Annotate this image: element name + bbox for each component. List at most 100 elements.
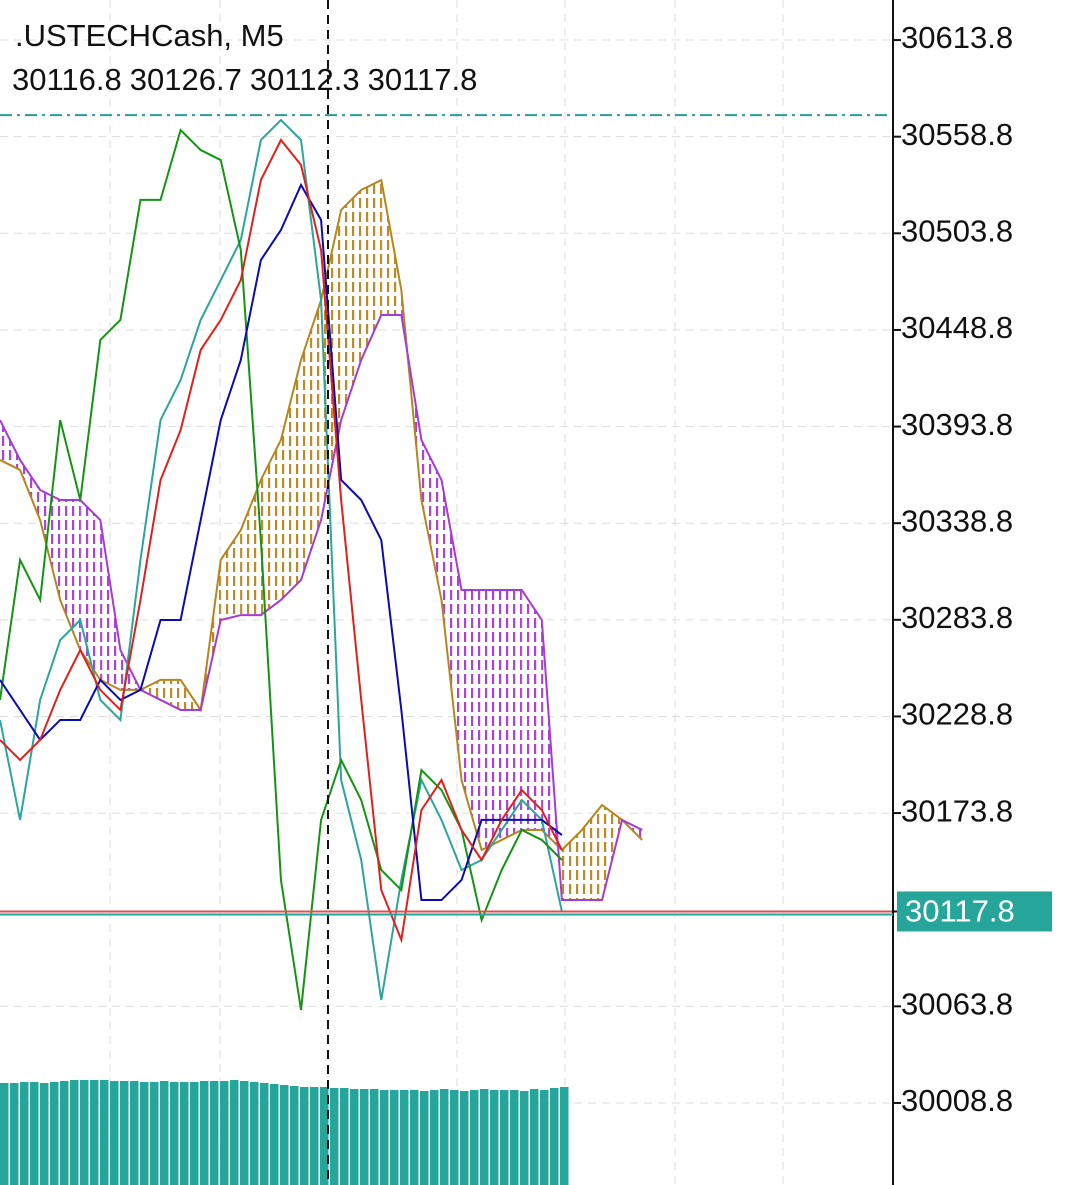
cloud-segment <box>60 500 81 651</box>
volume-bar <box>470 1090 479 1185</box>
cloud-segment <box>40 489 61 600</box>
cloud-segment <box>461 589 482 850</box>
volume-bar <box>120 1081 129 1185</box>
volume-bar <box>150 1082 159 1185</box>
cloud-segment <box>341 189 362 421</box>
cloud-segment <box>140 679 161 700</box>
volume-bar <box>450 1090 459 1185</box>
volume-bar <box>300 1087 309 1185</box>
volume-bar <box>460 1091 469 1185</box>
volume-bar <box>230 1080 239 1185</box>
volume-bar <box>130 1081 139 1185</box>
volume-bar <box>60 1081 69 1185</box>
volume-bar <box>360 1089 369 1185</box>
y-tick-label: 30173.8 <box>901 793 1013 828</box>
ohlc-value: 30116.8 <box>12 62 122 97</box>
cloud-segment <box>501 589 522 840</box>
volume-bar <box>520 1091 529 1185</box>
y-tick-label: 30063.8 <box>901 987 1013 1022</box>
volume-bar <box>90 1080 99 1185</box>
indicator-line <box>0 118 563 1001</box>
cloud-segment <box>421 439 442 600</box>
cloud-segment <box>260 439 281 616</box>
cloud-segment <box>441 479 462 781</box>
cloud-segment <box>381 180 402 316</box>
y-tick-label: 30613.8 <box>901 20 1013 55</box>
volume-bar <box>40 1083 49 1185</box>
volume-bar <box>10 1083 19 1185</box>
volume-bar <box>540 1090 549 1185</box>
volume-bar <box>70 1080 79 1185</box>
volume-bar <box>50 1082 59 1185</box>
volume-bar <box>170 1082 179 1185</box>
volume-bar <box>440 1089 449 1185</box>
volume-bar <box>390 1090 399 1185</box>
chart-title: .USTECHCash, M5 <box>15 18 284 53</box>
volume-bar <box>330 1088 339 1185</box>
y-tick-label: 30393.8 <box>901 407 1013 442</box>
volume-bar <box>410 1090 419 1185</box>
volume-bar <box>380 1090 389 1185</box>
volume-bar <box>180 1082 189 1185</box>
volume-bar <box>430 1090 439 1185</box>
last-price-label: 30117.8 <box>905 894 1015 929</box>
volume-bar <box>260 1083 269 1185</box>
volume-bar <box>140 1082 149 1185</box>
ohlc-value: 30112.3 <box>250 62 360 97</box>
volume-bar <box>310 1087 319 1185</box>
span-b-line <box>0 314 643 902</box>
y-tick-label: 30503.8 <box>901 213 1013 248</box>
last-price-box <box>897 891 1052 932</box>
volume-bar <box>490 1090 499 1185</box>
y-tick-label: 30283.8 <box>901 600 1013 635</box>
volume-bar <box>480 1089 489 1185</box>
cloud-segment <box>301 300 322 580</box>
cloud-segment <box>561 829 582 901</box>
cloud-segment <box>361 180 382 360</box>
volume-bar <box>220 1081 229 1185</box>
volume-bar <box>190 1082 199 1185</box>
volume-bar <box>290 1086 299 1185</box>
volume-bar <box>530 1089 539 1185</box>
volume-bar <box>160 1081 169 1185</box>
volume-bar <box>0 1083 9 1185</box>
volume-bar <box>200 1081 209 1185</box>
volume-bar <box>370 1089 379 1185</box>
cloud-segment <box>481 589 502 850</box>
cloud-segment <box>240 479 261 616</box>
volume-bar <box>550 1088 559 1185</box>
y-tick-label: 30558.8 <box>901 117 1013 152</box>
volume-bar <box>210 1081 219 1185</box>
volume-bar <box>280 1085 289 1185</box>
volume-bar <box>80 1080 89 1185</box>
volume-bar <box>340 1088 349 1185</box>
volume-bar <box>110 1081 119 1185</box>
y-tick-label: 30228.8 <box>901 697 1013 732</box>
volume-bar <box>100 1080 109 1185</box>
ohlc-value: 30117.8 <box>368 62 478 97</box>
cloud-segment <box>100 520 121 690</box>
y-tick-label: 30008.8 <box>901 1083 1013 1118</box>
cloud-segment <box>521 589 542 830</box>
cloud-segment <box>80 500 101 680</box>
volume-bar <box>350 1089 359 1185</box>
volume-bar <box>270 1084 279 1185</box>
volume-bar <box>420 1091 429 1185</box>
volume-bar <box>240 1081 249 1185</box>
volume-bar <box>560 1087 569 1185</box>
volume-bar <box>320 1087 329 1185</box>
volume-bar <box>250 1082 259 1185</box>
y-tick-label: 30338.8 <box>901 503 1013 538</box>
volume-bar <box>510 1090 519 1185</box>
cloud-segment <box>0 420 21 470</box>
ohlc-value: 30126.7 <box>130 62 242 97</box>
volume-bar <box>400 1090 409 1185</box>
volume-bar <box>30 1082 39 1185</box>
y-tick-label: 30448.8 <box>901 310 1013 345</box>
volume-bar <box>20 1082 29 1185</box>
indicator-line <box>0 182 563 902</box>
cloud-segment <box>581 804 603 901</box>
volume-bar <box>500 1090 509 1185</box>
indicator-line <box>0 138 563 944</box>
